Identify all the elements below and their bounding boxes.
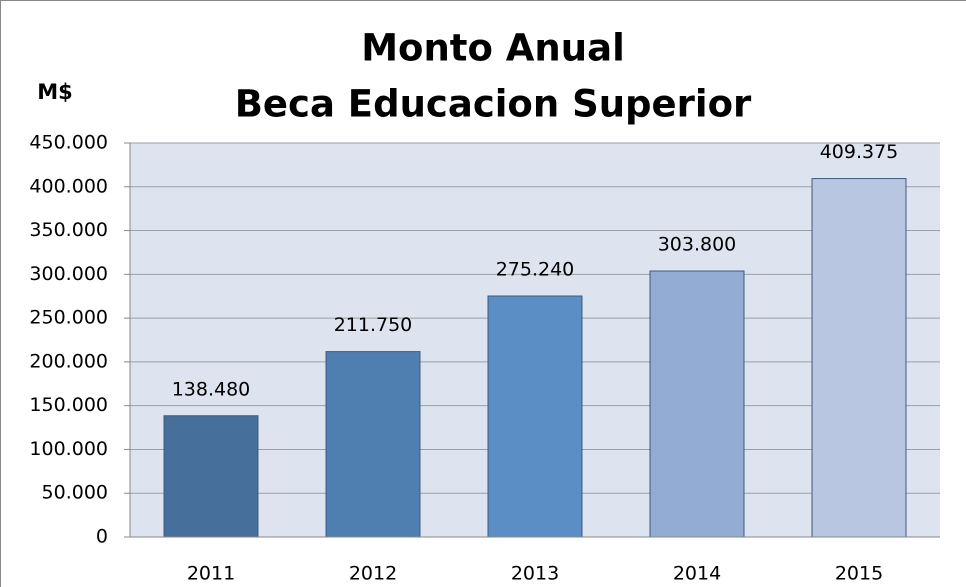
x-tick-label: 2014 [673, 563, 721, 585]
x-tick-label: 2015 [835, 563, 883, 585]
chart-title: Monto Anual [361, 27, 625, 70]
bar [649, 270, 745, 538]
y-tick-label: 0 [96, 526, 108, 548]
y-tick-label: 300.000 [29, 263, 108, 285]
data-label: 138.480 [172, 378, 251, 400]
y-tick-label: 450.000 [29, 132, 108, 154]
y-tick-label: 50.000 [42, 482, 108, 504]
y-tick-label: 200.000 [29, 350, 108, 372]
y-tick-label: 400.000 [29, 175, 108, 197]
x-tick-label: 2012 [349, 563, 397, 585]
data-label: 303.800 [658, 234, 737, 256]
bar [163, 415, 259, 538]
bar [325, 351, 421, 538]
y-tick-label: 100.000 [29, 438, 108, 460]
data-label: 275.240 [496, 259, 575, 281]
y-axis-label: M$ [37, 80, 73, 104]
chart-title: Beca Educacion Superior [235, 83, 752, 126]
y-tick-label: 150.000 [29, 394, 108, 416]
bar [487, 295, 583, 538]
x-tick-label: 2011 [187, 563, 235, 585]
y-tick-label: 350.000 [29, 219, 108, 241]
y-tick-label: 250.000 [29, 307, 108, 329]
data-label: 211.750 [334, 314, 413, 336]
x-tick-label: 2013 [511, 563, 559, 585]
data-label: 409.375 [820, 141, 899, 163]
bar [811, 178, 907, 538]
